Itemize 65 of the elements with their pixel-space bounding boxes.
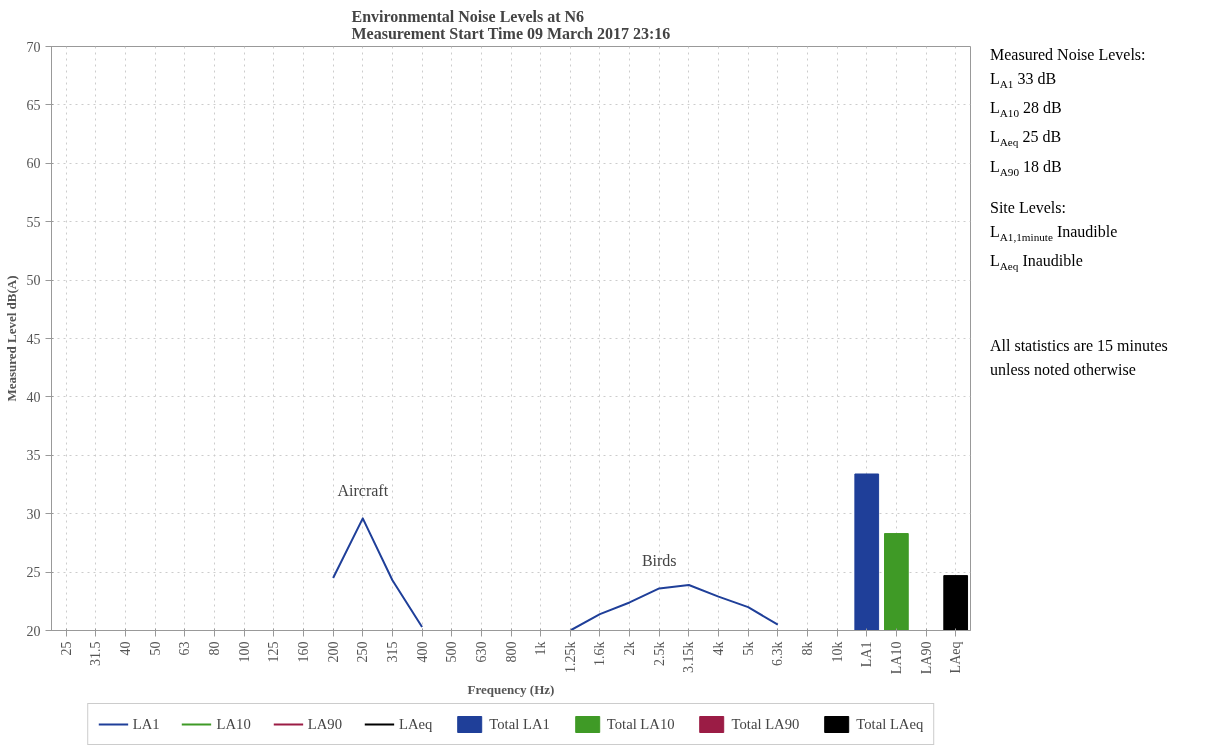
x-tick-label: 400 <box>414 641 430 663</box>
legend-label: Total LA1 <box>489 715 550 733</box>
legend-label: LA1 <box>132 715 160 733</box>
annotation: Aircraft <box>337 481 389 499</box>
x-tick-label: 800 <box>503 641 519 663</box>
x-tick-label: 50 <box>147 641 163 656</box>
chart-title: Environmental Noise Levels at N6 Measurement Start Time 09 March 2017 23:16 <box>351 7 671 42</box>
text: L$_{A1,1minute}$ Inaudible <box>990 221 1119 245</box>
text: L$_{A10}$ 28 dB <box>990 98 1063 122</box>
x-tick-label: 1k <box>533 641 549 656</box>
text: L$_{Aeq}$ 25 dB <box>990 127 1063 151</box>
x-tick-label: 125 <box>266 641 282 663</box>
legend-label: LA10 <box>216 715 251 733</box>
x-tick-label: 100 <box>236 641 252 663</box>
x-tick-label: LA10 <box>888 641 904 675</box>
x-tick-label: 3.15k <box>681 641 697 673</box>
text: Measured Noise Levels: <box>990 45 1147 65</box>
x-tick-label: LA1 <box>859 641 875 668</box>
x-tick-label: 200 <box>325 641 341 663</box>
x-tick-label: 25 <box>58 641 74 656</box>
y-tick-label: 50 <box>26 273 41 289</box>
y-tick-label: 40 <box>26 389 41 405</box>
x-tick-label: 250 <box>355 641 371 663</box>
x-axis-title: Frequency (Hz) <box>467 682 555 698</box>
y-tick-label: 45 <box>26 331 41 347</box>
x-tick-label: 80 <box>207 641 223 656</box>
x-tick-label: 2.5k <box>651 641 667 666</box>
x-tick-label: 63 <box>177 641 193 656</box>
y-axis-title: Measured Level dB(A) <box>3 275 19 402</box>
text: L$_{A90}$ 18 dB <box>990 156 1063 180</box>
y-tick-label: 35 <box>26 448 41 464</box>
y-tick-label: 25 <box>26 565 41 581</box>
text: L$_{A1}$ 33 dB <box>990 69 1058 93</box>
x-tick-label: 160 <box>295 641 311 663</box>
legend-label: Total LAeq <box>856 715 924 733</box>
x-tick-label: 2k <box>622 641 638 656</box>
legend-label: LAeq <box>398 715 433 733</box>
x-tick-label: 6.3k <box>770 641 786 666</box>
x-tick-label: 5k <box>740 641 756 656</box>
x-tick-label: 31.5 <box>88 641 104 666</box>
x-tick-label: 8k <box>799 641 815 656</box>
x-tick-label: LA90 <box>918 641 934 675</box>
x-tick-label: 4k <box>711 641 727 656</box>
x-tick-label: 10k <box>829 641 845 663</box>
y-tick-label: 60 <box>26 156 41 172</box>
x-tick-label: LAeq <box>948 641 964 674</box>
legend-label: LA90 <box>307 715 342 733</box>
y-tick-label: 55 <box>26 214 41 230</box>
x-tick-label: 40 <box>118 641 134 656</box>
legend-label: Total LA90 <box>731 715 800 733</box>
y-tick-label: 70 <box>26 39 41 55</box>
x-tick-label: 1.6k <box>592 641 608 666</box>
text: unless noted otherwise <box>990 360 1137 381</box>
y-tick-label: 30 <box>26 506 41 522</box>
legend-label: Total LA10 <box>606 715 675 733</box>
x-tick-label: 500 <box>444 641 460 663</box>
x-tick-label: 630 <box>473 641 489 663</box>
text: Site Levels: <box>990 197 1067 218</box>
x-tick-label: 1.25k <box>562 641 578 673</box>
y-tick-label: 65 <box>26 97 41 113</box>
x-tick-label: 315 <box>384 641 400 663</box>
text: L$_{Aeq}$ Inaudible <box>990 250 1084 275</box>
annotation: Birds <box>641 551 677 569</box>
text: All statistics are 15 minutes <box>990 336 1168 357</box>
y-tick-label: 20 <box>26 623 41 639</box>
